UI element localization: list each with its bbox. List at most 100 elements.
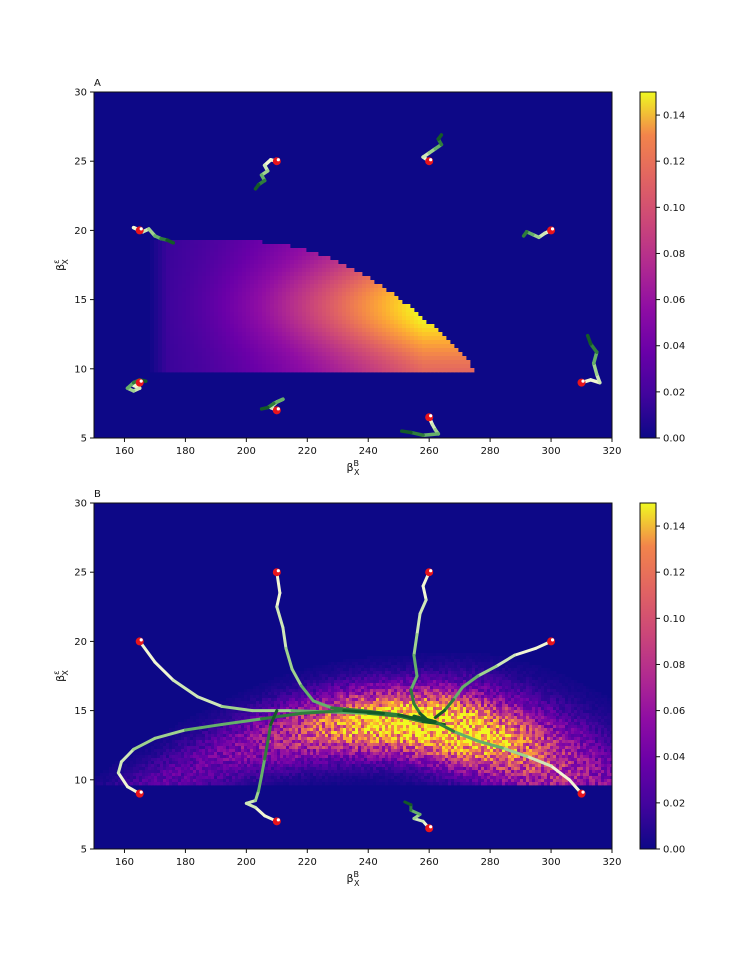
heatmap-cell: [346, 348, 351, 353]
heatmap-cell: [544, 686, 548, 690]
heatmap-cell: [412, 686, 416, 690]
heatmap-cell: [322, 332, 327, 337]
heatmap-cell: [415, 725, 419, 729]
heatmap-cell: [270, 304, 275, 309]
heatmap-cell: [206, 308, 211, 313]
heatmap-cell: [450, 360, 455, 365]
heatmap-cell: [559, 695, 563, 699]
heatmap-cell: [358, 698, 362, 702]
heatmap-cell: [214, 352, 219, 357]
heatmap-cell: [150, 264, 155, 269]
heatmap-cell: [286, 356, 291, 361]
heatmap-cell: [316, 692, 320, 696]
heatmap-cell: [366, 336, 371, 341]
heatmap-cell: [469, 704, 473, 708]
heatmap-cell: [208, 713, 212, 717]
heatmap-cell: [595, 725, 599, 729]
heatmap-cell: [322, 276, 327, 281]
heatmap-cell: [376, 725, 380, 729]
heatmap-cell: [349, 665, 353, 669]
heatmap-cell: [391, 689, 395, 693]
heatmap-cell: [274, 308, 279, 313]
heatmap-cell: [463, 656, 467, 660]
heatmap-cell: [508, 698, 512, 702]
heatmap-cell: [258, 276, 263, 281]
heatmap-cell: [206, 284, 211, 289]
heatmap-cell: [430, 348, 435, 353]
heatmap-cell: [391, 686, 395, 690]
heatmap-cell: [158, 240, 163, 245]
heatmap-cell: [595, 722, 599, 726]
heatmap-cell: [286, 268, 291, 273]
heatmap-cell: [466, 674, 470, 678]
heatmap-cell: [433, 683, 437, 687]
heatmap-cell: [499, 671, 503, 675]
heatmap-cell: [242, 244, 247, 249]
heatmap-cell: [568, 689, 572, 693]
heatmap-cell: [346, 692, 350, 696]
heatmap-cell: [601, 704, 605, 708]
heatmap-cell: [354, 272, 359, 277]
heatmap-cell: [598, 722, 602, 726]
heatmap-cell: [520, 662, 524, 666]
heatmap-cell: [358, 668, 362, 672]
heatmap-cell: [198, 304, 203, 309]
heatmap-cell: [547, 695, 551, 699]
heatmap-cell: [559, 677, 563, 681]
heatmap-cell: [517, 662, 521, 666]
heatmap-cell: [150, 328, 155, 333]
heatmap-cell: [481, 665, 485, 669]
heatmap-cell: [418, 680, 422, 684]
heatmap-cell: [238, 722, 242, 726]
heatmap-cell: [469, 710, 473, 714]
heatmap-cell: [382, 680, 386, 684]
heatmap-cell: [302, 320, 307, 325]
heatmap-cell: [478, 671, 482, 675]
heatmap-cell: [278, 292, 283, 297]
heatmap-cell: [577, 713, 581, 717]
heatmap-cell: [342, 276, 347, 281]
heatmap-cell: [182, 360, 187, 365]
heatmap-cell: [499, 686, 503, 690]
heatmap-cell: [234, 280, 239, 285]
heatmap-cell: [214, 364, 219, 369]
heatmap-cell: [246, 336, 251, 341]
heatmap-cell: [535, 725, 539, 729]
heatmap-cell: [442, 692, 446, 696]
heatmap-cell: [190, 328, 195, 333]
heatmap-cell: [410, 344, 415, 349]
heatmap-cell: [364, 725, 368, 729]
heatmap-cell: [278, 248, 283, 253]
heatmap-cell: [294, 276, 299, 281]
heatmap-cell: [424, 686, 428, 690]
heatmap-cell: [451, 665, 455, 669]
heatmap-cell: [235, 695, 239, 699]
heatmap-cell: [259, 686, 263, 690]
heatmap-cell: [451, 695, 455, 699]
heatmap-cell: [174, 260, 179, 265]
heatmap-cell: [314, 352, 319, 357]
heatmap-cell: [499, 668, 503, 672]
heatmap-cell: [346, 288, 351, 293]
heatmap-cell: [550, 710, 554, 714]
heatmap-cell: [222, 304, 227, 309]
heatmap-cell: [382, 725, 386, 729]
heatmap-cell: [326, 312, 331, 317]
heatmap-cell: [367, 671, 371, 675]
heatmap-cell: [481, 695, 485, 699]
heatmap-cell: [256, 692, 260, 696]
heatmap-cell: [373, 701, 377, 705]
heatmap-cell: [198, 264, 203, 269]
heatmap-cell: [346, 689, 350, 693]
heatmap-cell: [259, 683, 263, 687]
heatmap-cell: [210, 360, 215, 365]
heatmap-cell: [547, 677, 551, 681]
heatmap-cell: [343, 689, 347, 693]
heatmap-cell: [166, 348, 171, 353]
heatmap-cell: [214, 716, 218, 720]
heatmap-cell: [541, 668, 545, 672]
heatmap-cell: [442, 340, 447, 345]
heatmap-cell: [150, 288, 155, 293]
heatmap-cell: [487, 698, 491, 702]
heatmap-cell: [430, 340, 435, 345]
